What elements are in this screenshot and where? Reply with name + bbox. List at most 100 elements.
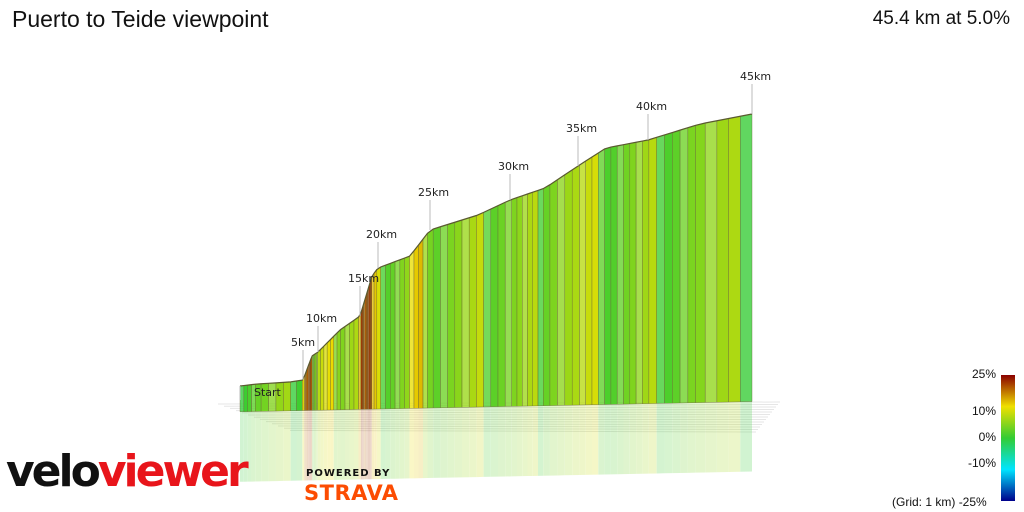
profile-segment-reflection	[642, 403, 649, 474]
profile-segment-reflection	[511, 406, 517, 477]
powered-by-text: POWERED BY	[306, 468, 391, 479]
profile-segment-reflection	[564, 405, 573, 476]
profile-segment	[344, 322, 350, 410]
profile-segment-reflection	[617, 404, 624, 475]
profile-segment	[623, 143, 630, 405]
profile-segment-reflection	[360, 409, 363, 480]
veloviewer-logo[interactable]: veloviewer	[6, 450, 249, 494]
profile-segment	[314, 352, 317, 411]
profile-segment-reflection	[369, 409, 371, 480]
profile-segment-reflection	[636, 403, 643, 474]
profile-segment-reflection	[370, 409, 372, 480]
profile-segment	[454, 219, 463, 408]
profile-segment	[394, 259, 401, 409]
profile-segment-reflection	[490, 406, 498, 477]
profile-segment-reflection	[527, 405, 533, 477]
profile-segment	[296, 379, 303, 411]
profile-segment	[326, 339, 331, 411]
profile-segment	[440, 224, 448, 408]
profile-segment-reflection	[418, 408, 423, 479]
profile-segment	[447, 221, 455, 408]
legend-tick-minus10: -10%	[967, 456, 996, 470]
profile-segment	[358, 312, 362, 410]
profile-segment	[312, 354, 314, 411]
profile-segment-reflection	[447, 407, 455, 478]
profile-segment-reflection	[327, 409, 331, 481]
profile-segment-reflection	[330, 409, 334, 480]
km-marker-label: 15km	[348, 272, 379, 285]
profile-segment-reflection	[705, 402, 717, 473]
profile-segment-reflection	[308, 410, 310, 481]
profile-segment-reflection	[364, 409, 367, 480]
profile-segment	[511, 197, 518, 407]
profile-segment-reflection	[290, 410, 297, 481]
profile-segment-reflection	[313, 410, 315, 481]
profile-segment	[740, 113, 753, 402]
profile-segment-reflection	[316, 410, 318, 481]
profile-segment	[320, 345, 325, 411]
profile-segment-reflection	[247, 411, 252, 482]
profile-segment-reflection	[296, 410, 303, 481]
profile-segment	[427, 228, 434, 409]
profile-segment	[368, 281, 371, 410]
profile-segment	[572, 164, 580, 406]
profile-segment-reflection	[309, 410, 311, 481]
profile-segment	[376, 266, 381, 410]
profile-segment-reflection	[716, 402, 729, 473]
profile-segment-reflection	[476, 406, 484, 478]
profile-segment-reflection	[323, 410, 328, 481]
profile-segment-reflection	[440, 407, 448, 478]
logo-viewer-text: viewer	[97, 446, 249, 497]
profile-segment-reflection	[414, 408, 419, 479]
profile-segment-reflection	[664, 403, 673, 474]
profile-segment	[353, 316, 359, 410]
profile-segment-reflection	[268, 411, 276, 482]
grid-note: (Grid: 1 km) -25%	[892, 495, 987, 509]
profile-segment-reflection	[283, 410, 291, 481]
profile-segment	[330, 335, 334, 411]
profile-segment-reflection	[423, 408, 428, 479]
profile-segment-reflection	[648, 403, 657, 474]
profile-segment-reflection	[251, 411, 256, 482]
profile-segment-reflection	[306, 410, 309, 481]
profile-segment	[305, 369, 308, 411]
profile-segment-reflection	[302, 410, 305, 481]
profile-segment	[591, 152, 599, 405]
profile-segment-reflection	[371, 409, 375, 480]
profile-segment	[461, 217, 470, 408]
profile-segment	[433, 226, 441, 409]
profile-segment-reflection	[240, 411, 244, 482]
profile-segment	[399, 257, 405, 409]
profile-segment	[364, 294, 367, 410]
profile-segment	[333, 332, 338, 411]
profile-segment	[716, 118, 729, 403]
profile-segment-reflection	[363, 409, 365, 480]
profile-segment	[564, 169, 573, 406]
profile-segment	[302, 376, 305, 411]
gradient-segments	[239, 113, 753, 413]
km-marker-label: 30km	[498, 160, 529, 173]
profile-segment-reflection	[687, 402, 696, 473]
profile-segment	[617, 144, 624, 405]
profile-segment-reflection	[376, 408, 381, 480]
km-marker-label: 5km	[291, 336, 315, 349]
profile-segment	[313, 353, 316, 411]
km-marker-label: 35km	[566, 122, 597, 135]
profile-segment-reflection	[543, 405, 550, 476]
profile-segment-reflection	[579, 404, 586, 476]
km-marker-label: 40km	[636, 100, 667, 113]
profile-segment	[557, 174, 565, 406]
profile-segment	[679, 127, 689, 404]
profile-segment	[243, 384, 248, 412]
profile-segment-reflection	[337, 409, 341, 480]
strava-logo[interactable]: STRAVA	[304, 481, 399, 505]
profile-segment	[497, 201, 506, 407]
profile-segment-reflection	[255, 411, 262, 482]
profile-segment-reflection	[317, 410, 321, 481]
profile-segment	[522, 193, 528, 407]
profile-segment-reflection	[532, 405, 538, 476]
logo-velo-text: velo	[6, 446, 101, 497]
profile-segment-reflection	[656, 403, 665, 474]
profile-segment	[290, 380, 297, 411]
